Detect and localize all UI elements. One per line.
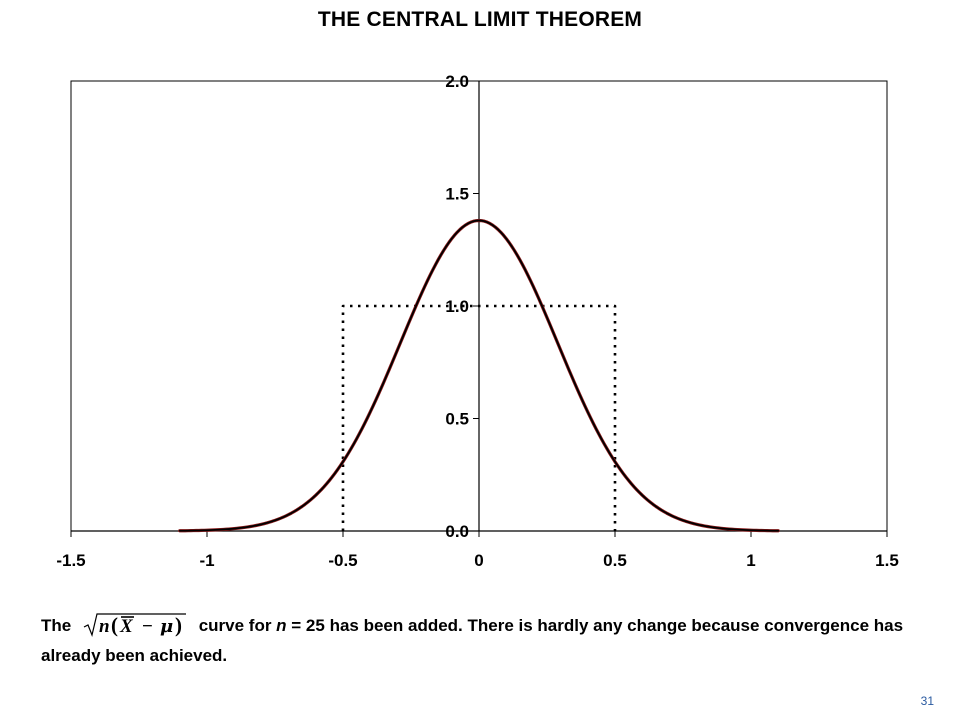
caption-part1: The [41,616,72,635]
svg-text:(: ( [111,613,118,637]
caption-n-variable: n [276,616,287,635]
x-tick-label: -1 [199,551,214,570]
series-dotted-uniform-curve [341,304,617,531]
x-tick-label: 0 [474,551,483,570]
caption: The n ( X − μ ) curve for n = 25 has bee… [41,612,921,667]
formula-sqrt-n-xbar-minus-mu: n ( X − μ ) [82,612,188,644]
x-tick-label: 0.5 [603,551,627,570]
caption-part2: curve for [193,616,277,635]
series-solid-normal-curve [178,219,780,532]
y-tick-label: 1.0 [445,297,469,316]
x-tick-label: -0.5 [328,551,357,570]
svg-text:X: X [119,616,134,637]
y-tick-label: 2.0 [445,72,469,91]
page-title: THE CENTRAL LIMIT THEOREM [317,8,643,31]
svg-text:−: − [142,616,153,637]
chart: -1.5 -1 -0.5 0 0.5 1 1.5 0.0 0.5 1.0 1.5 2.0 [56,72,898,570]
slide-number: 31 [920,694,934,708]
svg-text:n: n [99,616,110,637]
y-tick-label: 0.0 [445,522,469,541]
series-group [178,218,780,533]
svg-text:μ: μ [160,616,173,637]
tick-group: -1.5 -1 -0.5 0 0.5 1 1.5 0.0 0.5 1.0 1.5 2.0 [56,72,898,570]
y-tick-label: 1.5 [445,185,469,204]
svg-text:): ) [175,613,182,637]
caption-part3: = 25 has been added. There is hardly any… [41,616,904,665]
x-tick-label: -1.5 [56,551,85,570]
x-tick-label: 1 [746,551,755,570]
x-tick-label: 1.5 [875,551,899,570]
y-tick-label: 0.5 [445,410,469,429]
